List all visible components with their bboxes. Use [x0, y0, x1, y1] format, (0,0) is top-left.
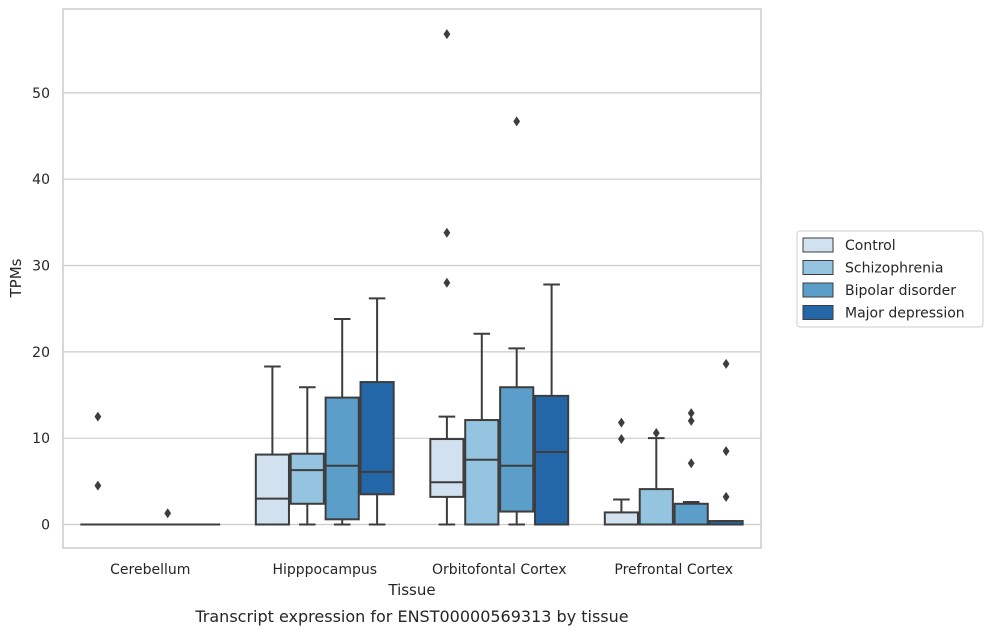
- outlier-point: [722, 446, 730, 457]
- iqr-box: [603, 511, 639, 526]
- box-2-3: [534, 283, 570, 526]
- iqr-box: [464, 419, 500, 526]
- iqr-box: [359, 381, 395, 496]
- outlier-point: [443, 29, 451, 40]
- iqr-box: [673, 502, 709, 526]
- y-ticks: 0 10 20 30 40 50: [32, 86, 50, 534]
- y-axis-label: TPMs: [7, 258, 25, 298]
- iqr-box: [499, 386, 535, 513]
- box-0-2: [150, 508, 186, 526]
- y-tick-label: 10: [32, 431, 50, 447]
- outlier-point: [687, 458, 695, 469]
- iqr-box: [254, 453, 290, 526]
- legend-swatch: [802, 260, 834, 275]
- boxes: [80, 29, 744, 526]
- iqr-box: [638, 488, 674, 526]
- outlier-point: [687, 408, 695, 419]
- box-2-2: [499, 116, 535, 526]
- legend-label: Schizophrenia: [845, 261, 943, 277]
- iqr-box: [429, 438, 465, 498]
- iqr-box: [534, 394, 570, 526]
- box-2-0: [429, 29, 465, 526]
- box-1-0: [254, 365, 290, 526]
- chart-caption: Transcript expression for ENST0000056931…: [194, 607, 628, 626]
- y-tick-label: 30: [32, 259, 50, 275]
- box-3-1: [638, 427, 674, 526]
- legend-label: Major depression: [845, 306, 965, 322]
- box-3-3: [708, 358, 744, 526]
- legend-swatch: [802, 305, 834, 320]
- outlier-point: [652, 427, 660, 438]
- x-tick-label: Prefrontal Cortex: [614, 562, 733, 578]
- outlier-point: [687, 415, 695, 426]
- box-3-0: [603, 417, 639, 526]
- box-1-3: [359, 297, 395, 526]
- legend-frame: [796, 230, 984, 328]
- y-tick-label: 20: [32, 345, 50, 361]
- y-tick-label: 40: [32, 172, 50, 188]
- y-tick-label: 0: [41, 518, 50, 534]
- outlier-point: [513, 116, 521, 127]
- y-tick-label: 50: [32, 86, 50, 102]
- outlier-point: [164, 508, 172, 519]
- legend-swatch: [802, 237, 834, 253]
- legend-label: Bipolar disorder: [845, 283, 956, 299]
- outlier-point: [94, 411, 102, 422]
- x-tick-label: Cerebellum: [110, 562, 190, 578]
- x-tick-label: Orbitofontal Cortex: [432, 562, 567, 578]
- outlier-point: [618, 434, 625, 445]
- outlier-point: [443, 227, 451, 238]
- legend-label: Control: [845, 238, 896, 254]
- x-tick-label: Hipppocampus: [272, 562, 377, 578]
- box-3-2: [673, 408, 709, 526]
- box-1-1: [289, 386, 325, 526]
- outlier-point: [722, 491, 730, 502]
- iqr-box: [324, 396, 360, 521]
- plot-frame: [62, 8, 762, 549]
- iqr-box: [289, 452, 325, 505]
- box-2-1: [464, 332, 500, 526]
- outlier-point: [443, 277, 451, 288]
- outlier-point: [722, 358, 730, 369]
- x-axis-label: Tissue: [387, 581, 435, 599]
- legend: Control Schizophrenia Bipolar disorder Majo…: [796, 230, 984, 328]
- outlier-point: [618, 417, 625, 428]
- x-ticks: Cerebellum Hipppocampus Orbitofontal Corte…: [110, 562, 733, 578]
- box-1-2: [324, 318, 360, 526]
- legend-swatch: [802, 282, 834, 298]
- box-0-0: [80, 411, 116, 526]
- outlier-point: [94, 480, 102, 491]
